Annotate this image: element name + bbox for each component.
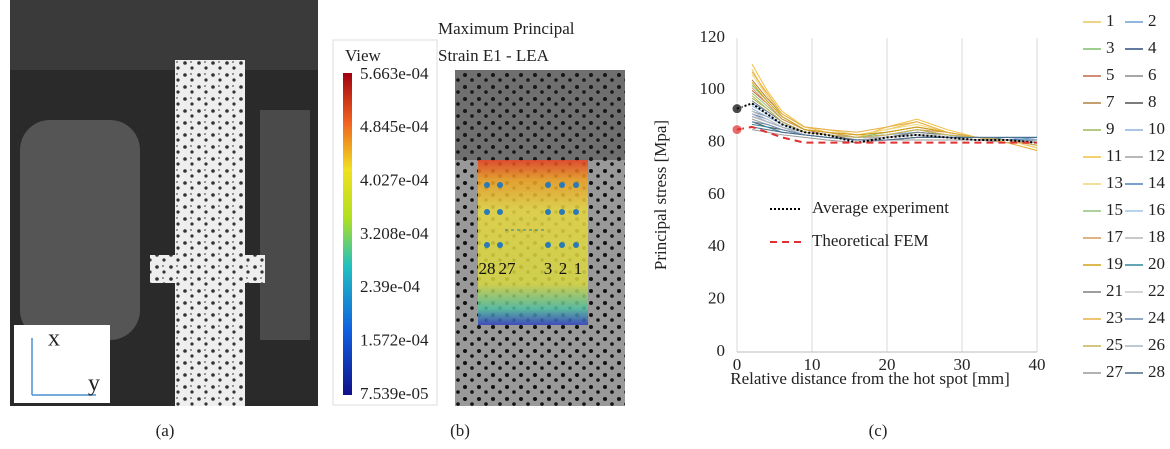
series-line	[751, 129, 1038, 144]
y-tick-label: 60	[708, 184, 725, 203]
series-line	[751, 105, 1038, 141]
y-tick-label: 40	[708, 236, 725, 255]
legend-label: 21	[1106, 281, 1123, 300]
x-axis-title: Relative distance from the hot spot [mm]	[730, 369, 1010, 388]
y-tick-label: 100	[700, 79, 726, 98]
legend-label: 9	[1106, 119, 1115, 138]
legend-label: 27	[1106, 362, 1124, 381]
colorbar-label: 2.39e-04	[360, 277, 420, 296]
colorbar-title: View	[345, 46, 382, 65]
x-tick-label: 0	[733, 355, 742, 374]
legend-label: 12	[1148, 146, 1165, 165]
colorbar-label: 4.845e-04	[360, 117, 429, 136]
axis-x-label: x	[48, 326, 60, 352]
y-tick-label: 80	[708, 132, 725, 151]
legend-label: 4	[1148, 38, 1157, 57]
legend-label: Theoretical FEM	[812, 231, 929, 250]
y-tick-label: 120	[700, 27, 726, 46]
legend-label: 19	[1106, 254, 1123, 273]
legend-label: 16	[1148, 200, 1165, 219]
legend-label: 23	[1106, 308, 1123, 327]
colorbar-label: 5.663e-04	[360, 64, 429, 83]
x-tick-label: 20	[879, 355, 896, 374]
point-label: 1	[574, 259, 583, 278]
legend-label: 6	[1148, 65, 1157, 84]
legend-label: 26	[1148, 335, 1165, 354]
colorbar-label: 3.208e-04	[360, 224, 429, 243]
caption: (a)	[156, 421, 175, 440]
point-marker	[731, 124, 743, 136]
legend-label: 24	[1148, 308, 1166, 327]
caption: (b)	[450, 421, 470, 440]
legend-label: 1	[1106, 11, 1115, 30]
legend-label: 18	[1148, 227, 1165, 246]
x-tick-label: 40	[1029, 355, 1046, 374]
point-label: 3	[544, 259, 553, 278]
y-axis-title: Principal stress [Mpa]	[651, 120, 670, 270]
legend-label: 14	[1148, 173, 1166, 192]
legend-label: 8	[1148, 92, 1157, 111]
colorbar-label: 7.539e-05	[360, 384, 428, 403]
panel-title: Maximum Principal	[438, 19, 575, 38]
legend-label: 28	[1148, 362, 1165, 381]
point-marker	[731, 103, 743, 115]
series-line	[736, 125, 1037, 144]
colorbar-label: 1.572e-04	[360, 331, 429, 350]
point-label: 28	[479, 259, 496, 278]
legend-label: 25	[1106, 335, 1123, 354]
colorbar-label: 4.027e-04	[360, 171, 429, 190]
x-tick-label: 30	[954, 355, 971, 374]
legend-label: 13	[1106, 173, 1123, 192]
point-label: 2	[559, 259, 568, 278]
legend-label: 11	[1106, 146, 1122, 165]
legend-label: 17	[1106, 227, 1124, 246]
point-label: 27	[499, 259, 517, 278]
legend-label: 3	[1106, 38, 1115, 57]
caption: (c)	[869, 421, 888, 440]
y-tick-label: 20	[708, 289, 725, 308]
x-tick-label: 10	[804, 355, 821, 374]
legend-label: 5	[1106, 65, 1115, 84]
legend-label: 20	[1148, 254, 1165, 273]
legend-label: 7	[1106, 92, 1115, 111]
legend-label: 15	[1106, 200, 1123, 219]
panel-title: Strain E1 - LEA	[438, 46, 550, 65]
legend-label: Average experiment	[812, 198, 949, 217]
legend-label: 10	[1148, 119, 1165, 138]
legend-label: 22	[1148, 281, 1165, 300]
legend-label: 2	[1148, 11, 1157, 30]
y-tick-label: 0	[717, 341, 726, 360]
panel-b: View	[332, 39, 625, 406]
series-line	[751, 92, 1038, 144]
photo-a: x y	[10, 0, 318, 406]
axis-y-label: y	[88, 371, 100, 397]
